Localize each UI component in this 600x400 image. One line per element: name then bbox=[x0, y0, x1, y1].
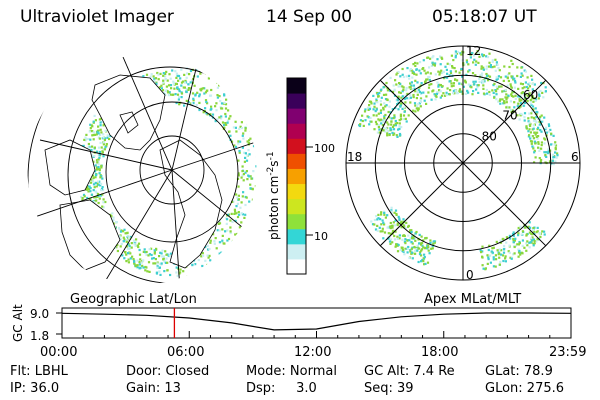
lat-circle-70 bbox=[105, 101, 239, 243]
unit-main: photon cm bbox=[267, 176, 281, 240]
polar-aurora bbox=[358, 50, 559, 271]
status-filter: Flt: LBHL bbox=[10, 364, 68, 379]
lat-label-70: 70 bbox=[502, 109, 517, 123]
meridian-8 bbox=[27, 169, 173, 221]
meridian-6 bbox=[171, 169, 181, 285]
meridian-7 bbox=[99, 169, 173, 285]
status-gc-alt: GC Alt: 7.4 Re bbox=[364, 364, 455, 379]
colorbar-cell-4 bbox=[287, 198, 306, 215]
date-label: 14 Sep 00 bbox=[266, 7, 353, 27]
colorbar-cell-6 bbox=[287, 168, 306, 185]
altitude-y-top: 9.0 bbox=[30, 307, 49, 321]
status-ip: IP: 36.0 bbox=[10, 381, 60, 396]
instrument-title: Ultraviolet Imager bbox=[20, 7, 174, 27]
colorbar-cell-1 bbox=[287, 243, 306, 260]
colorbar-cell-11 bbox=[287, 93, 306, 109]
meridian-4 bbox=[171, 139, 257, 171]
geographic-map bbox=[26, 54, 258, 286]
colorbar-cell-10 bbox=[287, 108, 306, 124]
geo-coastlines bbox=[44, 74, 223, 271]
altitude-y-bottom: 1.8 bbox=[30, 329, 49, 343]
colorbar-cell-12 bbox=[287, 78, 306, 94]
x-label-4: 23:59 bbox=[549, 345, 587, 360]
colorbar: 100 10 photon cm-2s-1 bbox=[266, 77, 335, 275]
meridian-1 bbox=[39, 139, 173, 171]
colorbar-label-100: 100 bbox=[314, 142, 335, 155]
status-gain: Gain: 13 bbox=[126, 381, 181, 396]
x-label-1: 06:00 bbox=[167, 345, 205, 360]
unit-sup1: -2 bbox=[266, 167, 276, 176]
altitude-axis-label: GC Alt bbox=[11, 304, 25, 342]
mlt-label-12: 12 bbox=[466, 44, 481, 58]
lat-label-80: 80 bbox=[482, 129, 497, 143]
colorbar-unit-label: photon cm-2s-1 bbox=[266, 151, 281, 240]
colorbar-cell-3 bbox=[287, 213, 306, 230]
colorbar-label-10: 10 bbox=[314, 230, 328, 243]
time-label: 05:18:07 UT bbox=[432, 7, 537, 27]
polar-diag-2 bbox=[379, 79, 547, 247]
colorbar-cell-7 bbox=[287, 153, 306, 169]
x-label-0: 00:00 bbox=[40, 345, 78, 360]
x-label-3: 18:00 bbox=[421, 345, 459, 360]
colorbar-cell-0 bbox=[287, 258, 306, 275]
mlt-label-0: 0 bbox=[466, 268, 474, 282]
status-glon: GLon: 275.6 bbox=[485, 381, 565, 396]
lat-circle-50 bbox=[27, 55, 257, 285]
island-outline bbox=[119, 111, 139, 134]
asia-outline bbox=[59, 199, 121, 271]
lat-circle-80 bbox=[139, 135, 205, 205]
altitude-panel: GC Alt 9.0 1.8 bbox=[11, 304, 572, 343]
polar-panel-title: Apex MLat/MLT bbox=[424, 292, 522, 307]
status-door: Door: Closed bbox=[126, 364, 210, 379]
colorbar-cell-8 bbox=[287, 138, 306, 154]
colorbar-cell-2 bbox=[287, 228, 306, 245]
mlt-label-6: 6 bbox=[571, 150, 579, 164]
status-mode: Mode: Normal bbox=[246, 364, 337, 379]
colorbar-cell-5 bbox=[287, 183, 306, 200]
geo-map-edge bbox=[26, 54, 258, 286]
altitude-x-ticks bbox=[61, 331, 572, 338]
unit-sup2: -1 bbox=[266, 151, 276, 160]
polar-grid bbox=[345, 45, 581, 281]
altitude-curve bbox=[61, 312, 571, 331]
mlt-label-18: 18 bbox=[347, 150, 362, 164]
x-label-2: 12:00 bbox=[294, 345, 332, 360]
colorbar-cell-9 bbox=[287, 123, 306, 139]
geo-panel-title: Geographic Lat/Lon bbox=[70, 292, 197, 307]
status-dsp: Dsp: 3.0 bbox=[246, 381, 317, 396]
colorbar-cells bbox=[287, 78, 306, 275]
meridian-3 bbox=[171, 55, 201, 171]
lat-label-60: 60 bbox=[523, 88, 538, 102]
unit-mid: s bbox=[267, 160, 281, 166]
colorbar-frame bbox=[286, 77, 307, 275]
status-glat: GLat: 78.9 bbox=[485, 364, 553, 379]
status-seq: Seq: 39 bbox=[364, 381, 414, 396]
meridian-2 bbox=[119, 55, 173, 171]
